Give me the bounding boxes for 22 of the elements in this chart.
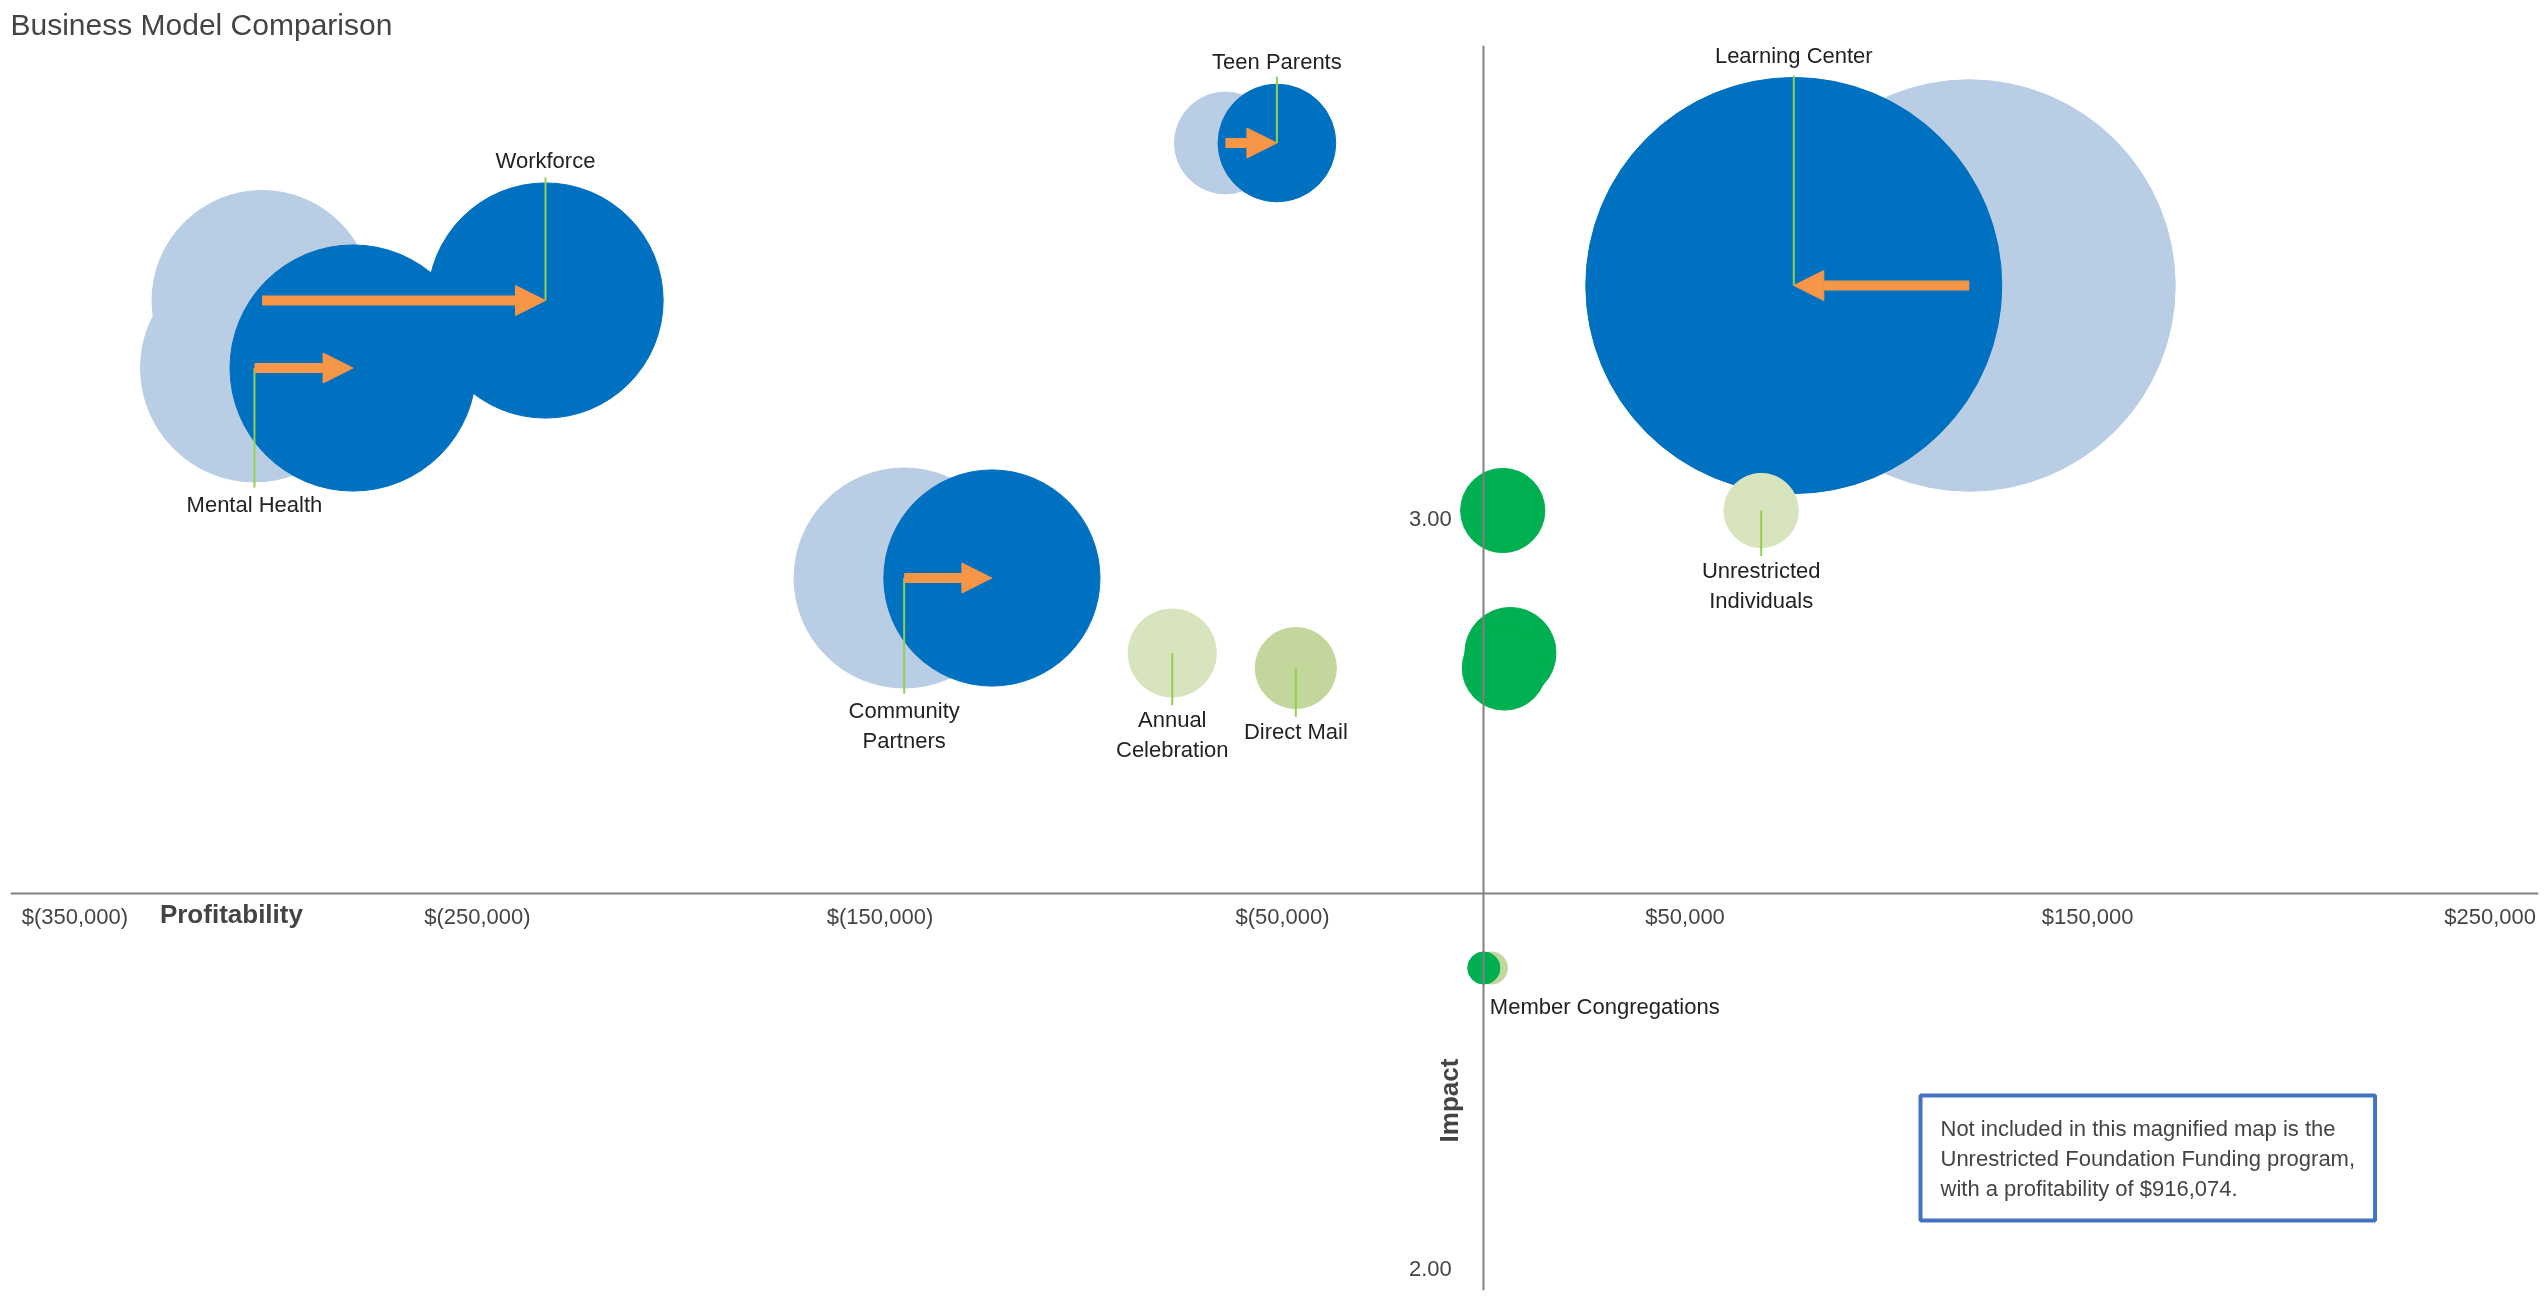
annotation: Workforce bbox=[495, 147, 596, 173]
x-tick-label: $(350,000) bbox=[21, 904, 129, 929]
y-tick-label: 3.00 bbox=[1409, 505, 1452, 531]
x-tick-label: $(150,000) bbox=[826, 904, 934, 929]
y-axis-title: Impact bbox=[1433, 1058, 1464, 1143]
x-tick-label: $250,000 bbox=[2444, 904, 2537, 929]
annotation: Mental Health bbox=[186, 491, 323, 517]
annotation: Member Congregations bbox=[1489, 994, 1720, 1020]
annotation: Teen Parents bbox=[1212, 49, 1342, 75]
x-axis-title: Profitability bbox=[159, 899, 304, 929]
x-tick-label: $50,000 bbox=[1645, 904, 1725, 929]
x-tick-label: $(50,000) bbox=[1235, 904, 1330, 929]
annotation: Annual Celebration bbox=[1116, 707, 1229, 763]
y-tick-label: 2.00 bbox=[1409, 1255, 1452, 1281]
annotation: Direct Mail bbox=[1243, 718, 1348, 744]
annotation: Not included in this magnified map is the Unrestricted Foundation Funding program, with a profitability of $916,074. bbox=[1939, 1115, 2356, 1201]
annotation: Learning Center bbox=[1714, 42, 1873, 68]
chart-title: Business Model Comparison bbox=[10, 7, 393, 41]
annotation: Unrestricted Individuals bbox=[1701, 557, 1821, 613]
annotation: Community Partners bbox=[848, 698, 960, 754]
x-tick-label: $150,000 bbox=[2041, 904, 2134, 929]
x-tick-label: $(250,000) bbox=[424, 904, 531, 929]
